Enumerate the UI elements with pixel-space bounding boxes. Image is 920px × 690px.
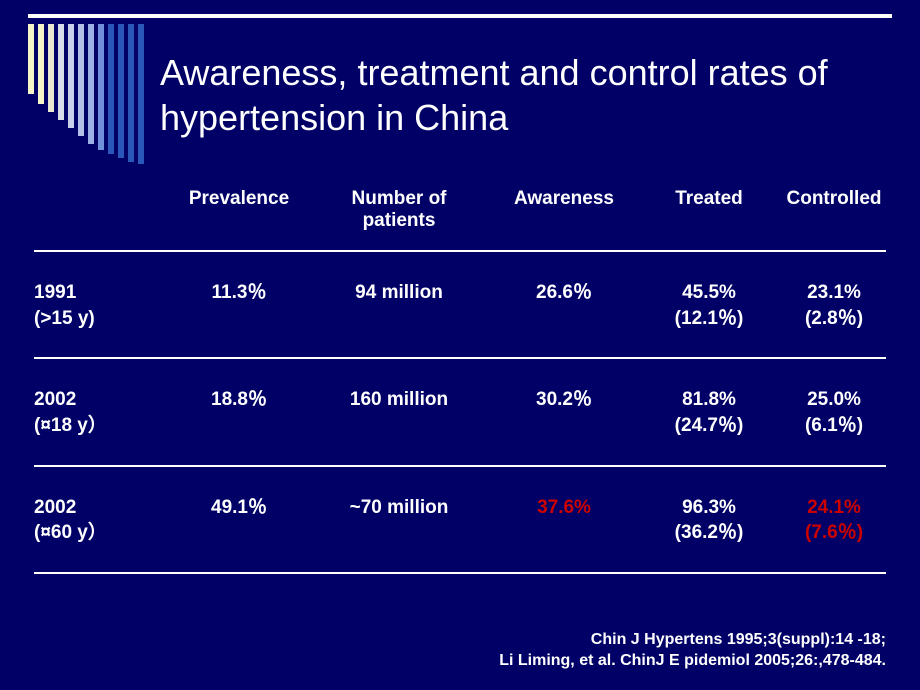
- controlled-l1: 23.1%: [807, 282, 861, 303]
- cell-treated: 96.3% (36.2％): [644, 495, 774, 546]
- cell-patients: 94 million: [314, 280, 484, 306]
- header-treated: Treated: [644, 188, 774, 210]
- controlled-l1: 25.0%: [807, 389, 861, 410]
- treated-l1: 81.8%: [682, 389, 736, 410]
- cell-prevalence: 11.3％: [164, 280, 314, 306]
- controlled-l1: 24.1%: [807, 497, 861, 518]
- data-table: Prevalence Number of patients Awareness …: [34, 188, 886, 574]
- controlled-l2: (2.8％): [805, 308, 863, 329]
- controlled-l2: (6.1％): [805, 415, 863, 436]
- row-label-l2: (>15 y): [34, 308, 95, 329]
- cell-treated: 45.5% (12.1％): [644, 280, 774, 331]
- cell-treated: 81.8% (24.7％): [644, 387, 774, 438]
- decor-bar: [98, 24, 104, 150]
- citation: Chin J Hypertens 1995;3(suppl):14 -18; L…: [499, 629, 886, 672]
- row-label: 2002 (¤60 y）: [34, 495, 164, 546]
- slide-title: Awareness, treatment and control rates o…: [160, 50, 920, 140]
- treated-l2: (36.2％): [675, 522, 744, 543]
- decor-bar: [58, 24, 64, 120]
- decor-bar: [48, 24, 54, 112]
- row-label-l1: 2002: [34, 497, 76, 518]
- table-row: 2002 (¤60 y） 49.1％~70 million37.6% 96.3% (36…: [34, 467, 886, 572]
- decor-bar: [138, 24, 144, 164]
- table-row: 1991 (>15 y) 11.3％94 million26.6％ 45.5% (12.…: [34, 252, 886, 357]
- treated-l1: 45.5%: [682, 282, 736, 303]
- decor-bar: [88, 24, 94, 144]
- treated-l1: 96.3%: [682, 497, 736, 518]
- row-label-l1: 1991: [34, 282, 76, 303]
- cell-patients: 160 million: [314, 387, 484, 413]
- header-prevalence: Prevalence: [164, 188, 314, 210]
- cell-prevalence: 18.8％: [164, 387, 314, 413]
- cell-patients: ~70 million: [314, 495, 484, 521]
- decor-bar: [118, 24, 124, 158]
- table-row: 2002 (¤18 y） 18.8％160 million30.2％ 81.8% (24…: [34, 359, 886, 464]
- row-label-l2: (¤60 y）: [34, 522, 107, 543]
- citation-line-1: Chin J Hypertens 1995;3(suppl):14 -18;: [499, 629, 886, 651]
- header-patients: Number of patients: [314, 188, 484, 232]
- decor-bar: [28, 24, 34, 94]
- top-rule: [28, 14, 892, 18]
- row-label: 2002 (¤18 y）: [34, 387, 164, 438]
- cell-prevalence: 49.1％: [164, 495, 314, 521]
- cell-awareness: 30.2％: [484, 387, 644, 413]
- citation-line-2: Li Liming, et al. ChinJ E pidemiol 2005;…: [499, 650, 886, 672]
- cell-awareness: 26.6％: [484, 280, 644, 306]
- table-header-row: Prevalence Number of patients Awareness …: [34, 188, 886, 250]
- cell-controlled: 23.1% (2.8％): [774, 280, 894, 331]
- decor-bars: [28, 24, 144, 164]
- treated-l2: (12.1％): [675, 308, 744, 329]
- decor-bar: [38, 24, 44, 104]
- cell-awareness: 37.6%: [484, 495, 644, 521]
- row-label-l2: (¤18 y）: [34, 415, 107, 436]
- header-awareness: Awareness: [484, 188, 644, 210]
- decor-bar: [78, 24, 84, 136]
- cell-controlled: 25.0% (6.1％): [774, 387, 894, 438]
- decor-bar: [108, 24, 114, 154]
- header-controlled: Controlled: [774, 188, 894, 210]
- row-label-l1: 2002: [34, 389, 76, 410]
- treated-l2: (24.7％): [675, 415, 744, 436]
- table-rule: [34, 572, 886, 574]
- decor-bar: [68, 24, 74, 128]
- cell-controlled: 24.1% (7.6％): [774, 495, 894, 546]
- decor-bar: [128, 24, 134, 162]
- controlled-l2: (7.6％): [805, 522, 863, 543]
- row-label: 1991 (>15 y): [34, 280, 164, 331]
